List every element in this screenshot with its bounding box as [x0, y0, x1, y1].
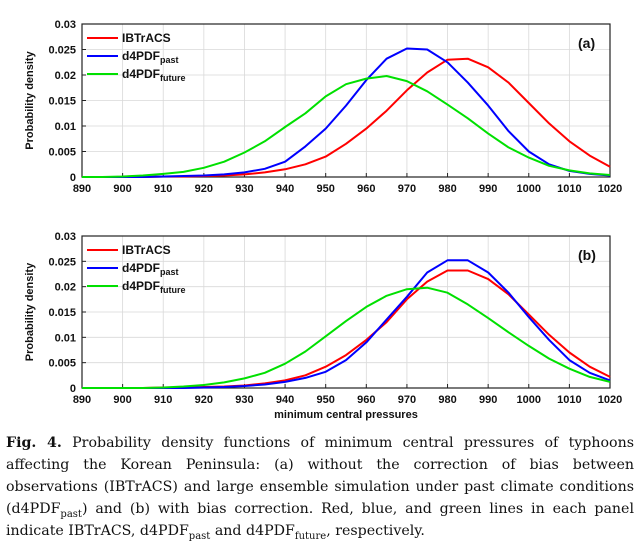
- legend-label-subscript: past: [160, 267, 179, 277]
- y-tick-label: 0: [70, 383, 76, 395]
- panel-label: (a): [578, 35, 595, 51]
- series-line-d4pdfpast: [82, 47, 611, 178]
- figure-caption: Fig. 4. Probability density functions of…: [6, 432, 634, 542]
- x-tick-label: 1010: [557, 394, 581, 406]
- x-tick-label: 930: [235, 183, 253, 195]
- chart-panel-b: 890 900 910 920 930 940 950 960 970 980 990 1000 101…: [24, 231, 622, 421]
- figure: 890 900 910 920 930 940 950 960 970 980 990 1000 101…: [24, 19, 622, 421]
- caption-text-2: ) and (b) with bias correction. Red, blu…: [6, 501, 634, 539]
- x-tick-label: 910: [154, 183, 172, 195]
- y-tick-label: 0.015: [48, 307, 76, 319]
- x-tick-label: 1020: [598, 394, 622, 406]
- legend-label-base: d4PDF: [122, 49, 160, 63]
- legend-label-base: IBTrACS: [122, 31, 171, 45]
- y-tick-label: 0.01: [55, 121, 76, 133]
- x-tick-label: 980: [438, 183, 456, 195]
- chart-panel-a: 890 900 910 920 930 940 950 960 970 980 990 1000 101…: [24, 19, 622, 195]
- series-line-d4pdffuture: [82, 286, 611, 389]
- y-tick-label: 0.03: [55, 19, 76, 31]
- x-axis-label: minimum central pressures: [274, 409, 418, 421]
- x-tick-label: 990: [479, 394, 497, 406]
- series-line-d4pdfpast: [82, 259, 611, 389]
- x-tick-label: 950: [317, 394, 335, 406]
- y-tick-label: 0.02: [55, 70, 76, 82]
- legend-label-subscript: future: [160, 285, 186, 295]
- caption-sub-2: past: [188, 530, 211, 542]
- y-tick-label: 0.025: [48, 256, 76, 268]
- x-tick-label: 990: [479, 183, 497, 195]
- legend-label-base: d4PDF: [122, 261, 160, 275]
- x-tick-label: 910: [154, 394, 172, 406]
- caption-text-3: and d4PDF: [210, 523, 295, 539]
- x-tick-label: 900: [113, 394, 131, 406]
- series-line-d4pdffuture: [82, 75, 611, 178]
- legend-label-base: d4PDF: [122, 67, 160, 81]
- y-tick-label: 0.02: [55, 282, 76, 294]
- x-tick-label: 1000: [517, 394, 541, 406]
- x-tick-label: 980: [438, 394, 456, 406]
- y-tick-label: 0: [70, 172, 76, 184]
- x-tick-label: 940: [276, 394, 294, 406]
- x-tick-label: 940: [276, 183, 294, 195]
- y-tick-label: 0.005: [48, 147, 76, 159]
- x-tick-label: 890: [73, 394, 91, 406]
- y-tick-label: 0.01: [55, 332, 76, 344]
- legend-label-d4pdffuture: d4PDFfuture: [122, 279, 186, 295]
- x-tick-label: 900: [113, 183, 131, 195]
- legend-label-base: d4PDF: [122, 279, 160, 293]
- y-tick-label: 0.025: [48, 45, 76, 57]
- y-axis-label: Probability density: [24, 50, 36, 149]
- y-tick-label: 0.005: [48, 358, 76, 370]
- legend-label-d4pdfpast: d4PDFpast: [122, 49, 179, 65]
- legend-label-base: IBTrACS: [122, 243, 171, 257]
- legend-label-d4pdfpast: d4PDFpast: [122, 261, 179, 277]
- x-tick-label: 920: [195, 183, 213, 195]
- x-tick-label: 970: [398, 394, 416, 406]
- y-tick-label: 0.03: [55, 231, 76, 243]
- legend-label-subscript: past: [160, 55, 179, 65]
- legend-label-d4pdffuture: d4PDFfuture: [122, 67, 186, 83]
- x-tick-label: 950: [317, 183, 335, 195]
- caption-sub-3: future: [294, 530, 327, 542]
- legend-label-ibtracs: IBTrACS: [122, 243, 171, 257]
- y-tick-label: 0.015: [48, 96, 76, 108]
- x-tick-label: 1000: [517, 183, 541, 195]
- x-tick-label: 890: [73, 183, 91, 195]
- caption-text-4: , respectively.: [326, 523, 425, 539]
- caption-sub-1: past: [60, 508, 82, 520]
- x-tick-label: 1010: [557, 183, 581, 195]
- x-tick-label: 970: [398, 183, 416, 195]
- caption-text-1: Probability density functions of minimum…: [6, 435, 635, 517]
- x-tick-label: 1020: [598, 183, 622, 195]
- legend-label-subscript: future: [160, 73, 186, 83]
- caption-label: Fig. 4.: [6, 435, 62, 451]
- y-axis-label: Probability density: [24, 262, 36, 361]
- panel-label: (b): [578, 247, 596, 263]
- x-tick-label: 930: [235, 394, 253, 406]
- x-tick-label: 960: [357, 183, 375, 195]
- legend-label-ibtracs: IBTrACS: [122, 31, 171, 45]
- x-tick-label: 920: [195, 394, 213, 406]
- x-tick-label: 960: [357, 394, 375, 406]
